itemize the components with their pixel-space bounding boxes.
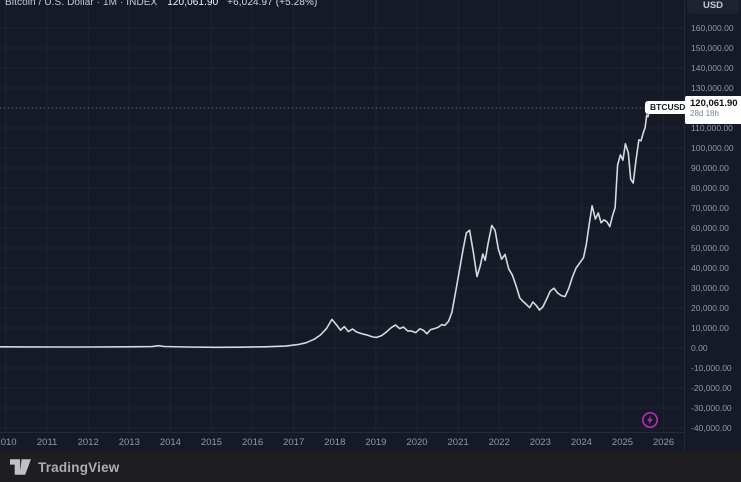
x-axis-tick-label: 2022 — [488, 437, 510, 448]
x-axis-tick-label: 2014 — [159, 437, 181, 448]
y-axis-tick-label: 0.00 — [691, 343, 708, 353]
y-axis-tick-label: 160,000.00 — [691, 23, 734, 33]
x-axis-tick-label: 2016 — [242, 437, 264, 448]
x-axis-tick-label: 2018 — [324, 437, 346, 448]
y-axis-tick-label: 140,000.00 — [691, 63, 734, 73]
symbol-legend[interactable]: Bitcoin / U.S. Dollar · 1M · INDEX 120,0… — [5, 0, 317, 8]
x-axis-tick-label: 2015 — [200, 437, 223, 448]
x-axis-tick-label: 2020 — [406, 437, 428, 448]
y-axis-tick-label: 10,000.00 — [691, 323, 729, 333]
chart-canvas[interactable]: Bitcoin / U.S. Dollar · 1M · INDEX 120,0… — [0, 0, 684, 432]
time-scale-axis[interactable]: 2010 2011 2012 2013 2014 2015 2016 2017 2018 2019… — [0, 432, 741, 452]
y-axis-tick-label: 130,000.00 — [691, 83, 734, 93]
x-axis-tick-label: 2013 — [118, 437, 140, 448]
x-axis-tick-label: 2025 — [611, 437, 634, 448]
y-axis-tick-label: -10,000.00 — [691, 363, 732, 373]
footer-bar: TradingView — [0, 452, 741, 482]
last-price-text: 120,061.90 — [690, 97, 738, 109]
y-axis-tick-label: 150,000.00 — [691, 43, 734, 53]
y-axis-tick-label: -20,000.00 — [691, 383, 732, 393]
price-line-chart — [0, 0, 684, 432]
y-axis-tick-label: 50,000.00 — [691, 243, 729, 253]
y-axis-tick-label: 100,000.00 — [691, 143, 734, 153]
last-price-label-box: 120,061.90 28d 18h — [685, 95, 741, 124]
x-axis-tick-label: 2019 — [365, 437, 387, 448]
bar-countdown-text: 28d 18h — [690, 108, 719, 118]
currency-toggle-button[interactable]: USD — [687, 0, 739, 14]
y-axis-tick-label: 90,000.00 — [691, 163, 729, 173]
tradingview-brand-text[interactable]: TradingView — [38, 459, 120, 475]
symbol-title[interactable]: Bitcoin / U.S. Dollar · 1M · INDEX — [5, 0, 158, 8]
price-scale-axis[interactable]: USD 160,000.00 150,000.00 140,000.00 130,00… — [684, 0, 741, 452]
y-axis-tick-label: 80,000.00 — [691, 183, 729, 193]
realtime-lightning-icon[interactable] — [641, 411, 659, 429]
x-axis-tick-label: 2023 — [529, 437, 551, 448]
x-axis-tick-label: 2011 — [36, 437, 58, 448]
x-axis-tick-label: 2024 — [570, 437, 592, 448]
y-axis-tick-label: 20,000.00 — [691, 303, 729, 313]
y-axis-tick-label: 110,000.00 — [691, 123, 733, 133]
x-axis-tick-label: 2012 — [77, 437, 99, 448]
x-axis-tick-label: 2021 — [447, 437, 469, 448]
price-change-value: +6,024.97 (+5.28%) — [227, 0, 318, 8]
y-axis-tick-label: -40,000.00 — [691, 423, 732, 433]
x-axis-tick-label: 2010 — [0, 437, 17, 448]
y-axis-tick-label: -30,000.00 — [691, 403, 732, 413]
last-price-value: 120,061.90 — [167, 0, 219, 8]
price-series-line — [0, 107, 651, 349]
x-axis-tick-label: 2017 — [283, 437, 305, 448]
y-axis-tick-label: 60,000.00 — [691, 223, 729, 233]
y-axis-tick-label: 40,000.00 — [691, 263, 729, 273]
y-axis-tick-label: 70,000.00 — [691, 203, 729, 213]
tradingview-logo-icon[interactable] — [10, 459, 31, 475]
x-axis-tick-label: 2026 — [653, 437, 675, 448]
price-line-symbol-flag: BTCUSD — [645, 100, 691, 114]
y-axis-tick-label: 30,000.00 — [691, 283, 729, 293]
